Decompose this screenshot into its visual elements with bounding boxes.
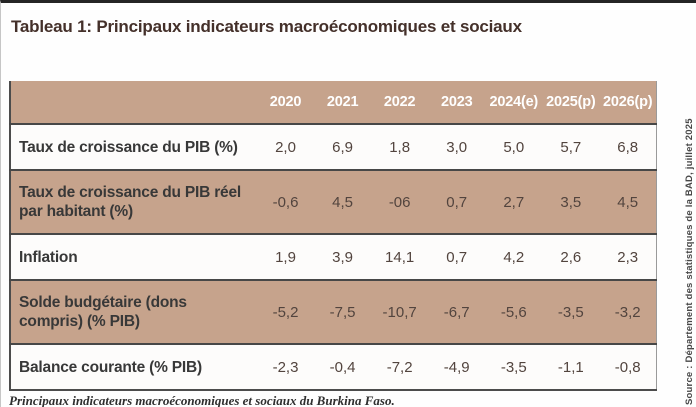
- indicator-value: -3,5: [485, 343, 543, 390]
- indicator-value: -5,6: [485, 279, 543, 344]
- indicator-value: 3,9: [314, 233, 372, 280]
- indicator-value: 5,0: [485, 123, 543, 170]
- year-header: 2025(p): [542, 81, 600, 124]
- indicator-label: Taux de croissance du PIB réel par habit…: [10, 169, 257, 234]
- indicator-value: 4,5: [314, 169, 372, 234]
- header-empty-cell: [10, 81, 257, 124]
- indicator-label: Balance courante (% PIB): [10, 343, 257, 390]
- indicator-value: -06: [371, 169, 429, 234]
- indicator-value: -0,4: [314, 343, 372, 390]
- table-row: Solde budgétaire (dons compris) (% PIB) -…: [10, 279, 657, 344]
- year-header: 2020: [257, 81, 315, 124]
- indicator-value: -5,2: [257, 279, 315, 344]
- table-header-row: 2020 2021 2022 2023 2024(e) 2025(p) 2026(p): [10, 81, 657, 124]
- indicator-value: 3,0: [428, 123, 486, 170]
- year-header: 2022: [371, 81, 429, 124]
- source-note: Source : Département des statistiques de…: [684, 118, 695, 405]
- indicator-value: -3,2: [599, 279, 657, 344]
- table-body: Taux de croissance du PIB (%) 2,0 6,9 1,8 3,…: [10, 123, 657, 390]
- indicator-value: 0,7: [428, 233, 486, 280]
- indicator-value: 2,3: [599, 233, 657, 280]
- indicator-value: 2,6: [542, 233, 600, 280]
- indicator-value: 5,7: [542, 123, 600, 170]
- indicator-value: -0,8: [599, 343, 657, 390]
- indicator-value: 2,7: [485, 169, 543, 234]
- indicator-value: -0,6: [257, 169, 315, 234]
- indicator-value: 6,9: [314, 123, 372, 170]
- indicator-label: Taux de croissance du PIB (%): [10, 123, 257, 170]
- indicators-table: 2020 2021 2022 2023 2024(e) 2025(p) 2026(p) Ta…: [9, 81, 657, 391]
- indicator-value: 6,8: [599, 123, 657, 170]
- indicator-value: 3,5: [542, 169, 600, 234]
- year-header: 2023: [428, 81, 486, 124]
- indicator-value: 1,8: [371, 123, 429, 170]
- indicator-value: -10,7: [371, 279, 429, 344]
- table-title: Tableau 1: Principaux indicateurs macroé…: [11, 17, 522, 36]
- indicator-value: 0,7: [428, 169, 486, 234]
- indicator-value: -3,5: [542, 279, 600, 344]
- table-row: Inflation 1,9 3,9 14,1 0,7 4,2 2,6 2,3: [10, 233, 657, 280]
- year-header: 2024(e): [485, 81, 543, 124]
- year-header: 2026(p): [599, 81, 657, 124]
- indicator-value: 1,9: [257, 233, 315, 280]
- year-header: 2021: [314, 81, 372, 124]
- table-row: Balance courante (% PIB) -2,3 -0,4 -7,2 -4,9…: [10, 343, 657, 390]
- indicator-value: 4,5: [599, 169, 657, 234]
- indicator-value: -7,5: [314, 279, 372, 344]
- indicator-label: Solde budgétaire (dons compris) (% PIB): [10, 279, 257, 344]
- indicator-value: 4,2: [485, 233, 543, 280]
- table-caption: Principaux indicateurs macroéconomiques …: [9, 393, 395, 407]
- table-row: Taux de croissance du PIB (%) 2,0 6,9 1,8 3,…: [10, 123, 657, 170]
- indicator-value: -1,1: [542, 343, 600, 390]
- indicator-value: -4,9: [428, 343, 486, 390]
- indicator-value: 2,0: [257, 123, 315, 170]
- indicator-value: 14,1: [371, 233, 429, 280]
- table-row: Taux de croissance du PIB réel par habit…: [10, 169, 657, 234]
- indicator-label: Inflation: [10, 233, 257, 280]
- indicator-value: -6,7: [428, 279, 486, 344]
- indicator-value: -7,2: [371, 343, 429, 390]
- indicator-value: -2,3: [257, 343, 315, 390]
